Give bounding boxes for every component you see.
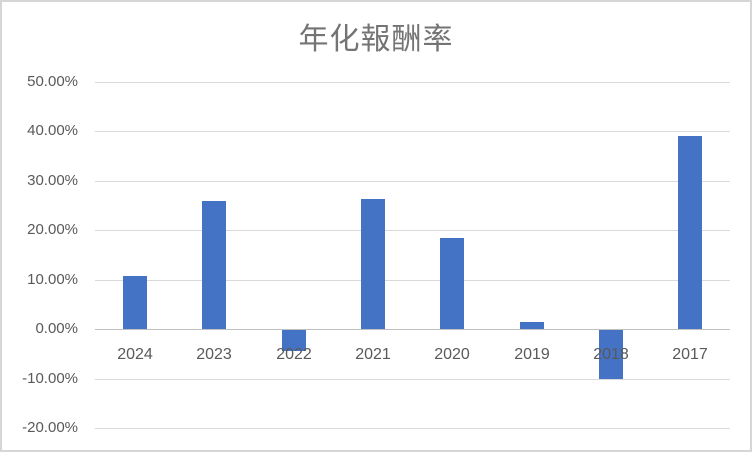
chart-title: 年化報酬率: [298, 23, 454, 56]
y-tick-label: 20.00%: [27, 221, 78, 238]
x-tick-label-2017: 2017: [672, 346, 708, 363]
gridline: [95, 230, 730, 231]
gridline: [95, 131, 730, 132]
x-tick-label-2019: 2019: [514, 346, 550, 363]
gridline: [95, 428, 730, 429]
y-tick-label: -20.00%: [22, 419, 78, 436]
y-tick-label: -10.00%: [22, 370, 78, 387]
y-tick-label: 0.00%: [35, 320, 78, 337]
x-tick-label-2021: 2021: [355, 346, 391, 363]
gridline: [95, 280, 730, 281]
bar-2021: [361, 199, 385, 329]
y-tick-label: 30.00%: [27, 172, 78, 189]
bar-2024: [123, 276, 147, 329]
gridline: [95, 82, 730, 83]
zero-axis-line: [95, 329, 730, 330]
gridline: [95, 379, 730, 380]
x-tick-label-2020: 2020: [434, 346, 470, 363]
x-tick-label-2023: 2023: [196, 346, 232, 363]
bar-2019: [520, 322, 544, 329]
bar-2017: [678, 136, 702, 329]
x-tick-label-2022: 2022: [276, 346, 312, 363]
y-tick-label: 50.00%: [27, 73, 78, 90]
gridline: [95, 181, 730, 182]
bar-2022: [282, 330, 306, 351]
x-tick-label-2018: 2018: [593, 346, 629, 363]
bar-2023: [202, 201, 226, 329]
y-tick-label: 10.00%: [27, 271, 78, 288]
bar-2018: [599, 330, 623, 379]
x-tick-label-2024: 2024: [117, 346, 153, 363]
y-tick-label: 40.00%: [27, 122, 78, 139]
bar-2020: [440, 238, 464, 329]
